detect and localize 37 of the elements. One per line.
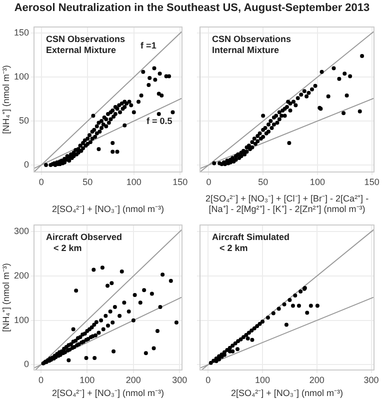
x-tick-label: 300 (172, 374, 188, 385)
x-tick-label: 50 (82, 176, 93, 187)
y-tick-label: 150 (14, 28, 29, 38)
x-tick-label: 100 (126, 176, 142, 187)
y-tick-label: 0 (24, 159, 29, 170)
x-tick-label: 200 (309, 374, 324, 385)
y-axis-title: [NH₄⁺] (nmol m⁻³) (0, 65, 11, 134)
x-tick-label: 50 (258, 176, 268, 187)
x-tick-label: 0 (38, 374, 44, 385)
x-tick-label: 150 (172, 176, 188, 187)
chart-title: Aerosol Neutralization in the Southeast US, August-September 2013 (13, 2, 371, 14)
x-axis-title: 2[SO₄²⁻] + [NO₃⁻] (nmol m⁻³) (52, 388, 164, 398)
annotation: f =1 (140, 40, 156, 50)
y-tick-label: 100 (14, 314, 29, 325)
annotation: Aircraft Observed < 2 km (46, 232, 122, 253)
annotation: CSN Observations Internal Mixture (212, 34, 292, 55)
y-axis-title: [NH₄⁺] (nmol m⁻³) (0, 263, 11, 332)
annotation: CSN Observations External Mixture (46, 34, 126, 55)
y-tick-label: 100 (14, 72, 29, 82)
x-tick-label: 0 (206, 374, 211, 385)
x-tick-label: 200 (126, 374, 141, 385)
x-tick-label: 150 (364, 176, 380, 187)
x-tick-label: 0 (38, 176, 44, 187)
x-tick-label: 300 (364, 374, 379, 385)
y-tick-label: 200 (14, 270, 29, 280)
x-tick-label: 100 (310, 176, 325, 187)
x-axis-title: 2[SO₄²⁻] + [NO₃⁻] + [Cl⁻] + [Br⁻] - 2[Ca²⁺] - [Na⁺] - 2[Mg²⁺] - [K⁺] - 2[Zn²⁺] (nmol m⁻³) (205, 193, 369, 214)
x-tick-label: 100 (80, 374, 95, 385)
annotation: Aircraft Simulated < 2 km (212, 232, 290, 253)
x-axis-title: 2[SO₄²⁻] + [NO₃⁻] (nmol m⁻³) (230, 388, 344, 398)
y-tick-label: 50 (18, 116, 29, 126)
y-tick-label: 300 (14, 226, 29, 236)
annotation: f = 0.5 (146, 116, 172, 126)
x-tick-label: 0 (206, 176, 212, 187)
y-tick-label: 0 (24, 359, 29, 370)
x-tick-label: 100 (255, 374, 270, 385)
x-axis-title: 2[SO₄²⁻] + [NO₃⁻] (nmol m⁻³) (52, 204, 164, 214)
